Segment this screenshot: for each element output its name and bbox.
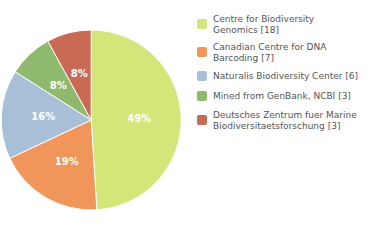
svg-text:Genomics [18]: Genomics [18] — [213, 25, 279, 35]
svg-text:Mined from GenBank, NCBI [3]: Mined from GenBank, NCBI [3] — [213, 91, 351, 101]
svg-text:Barcoding [7]: Barcoding [7] — [213, 53, 274, 63]
svg-text:19%: 19% — [55, 156, 79, 167]
svg-text:Naturalis Biodiversity Center: Naturalis Biodiversity Center [6] — [213, 71, 358, 81]
svg-text:49%: 49% — [127, 113, 151, 124]
svg-text:Deutsches Zentrum fuer Marine: Deutsches Zentrum fuer Marine — [213, 110, 357, 120]
svg-text:16%: 16% — [31, 111, 55, 122]
svg-text:8%: 8% — [71, 68, 88, 79]
svg-text:Canadian Centre for DNA: Canadian Centre for DNA — [213, 42, 327, 52]
svg-text:Centre for Biodiversity: Centre for Biodiversity — [213, 14, 315, 24]
svg-text:8%: 8% — [50, 80, 67, 91]
svg-text:Biodiversitaetsforschung [3]: Biodiversitaetsforschung [3] — [213, 121, 340, 131]
